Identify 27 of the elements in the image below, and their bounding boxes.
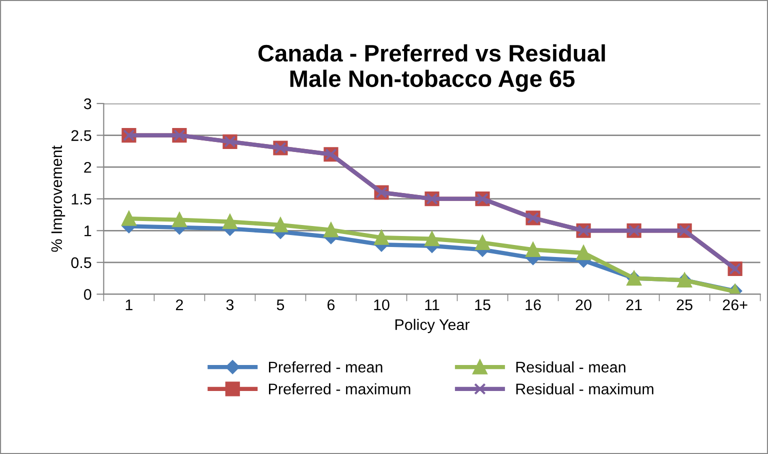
x-tick-label: 26+: [722, 299, 748, 310]
legend-label: Residual - mean: [516, 361, 626, 373]
y-tick-label: 0: [84, 289, 92, 300]
x-tick-label: 10: [374, 299, 390, 310]
x-tick-label: 11: [425, 300, 440, 310]
x-tick-label: 1: [126, 300, 132, 310]
x-tick-label: 2: [176, 299, 183, 310]
x-tick-label: 21: [626, 299, 642, 310]
legend-label: Preferred - maximum: [268, 383, 410, 394]
y-tick-label: 1: [84, 226, 92, 236]
legend-label: Residual - maximum: [516, 383, 654, 394]
x-tick-label: 16: [526, 299, 541, 310]
y-tick-label: 1.5: [72, 194, 92, 205]
y-tick-label: 2.5: [71, 130, 92, 141]
x-tick-label: 25: [676, 299, 692, 310]
x-tick-label: 20: [576, 299, 592, 310]
x-tick-label: 15: [475, 300, 490, 310]
x-axis-title: Policy Year: [395, 318, 470, 334]
y-tick-label: 3: [84, 98, 92, 110]
legend-label: Preferred - mean: [268, 361, 382, 373]
x-tick-label: 3: [226, 299, 234, 310]
chart-title: Canada - Preferred vs Residual Male Non-tobacco Age 65: [258, 44, 605, 92]
y-axis-title: % Improvement: [51, 145, 66, 252]
y-tick-label: 2: [84, 162, 92, 173]
y-tick-label: 0.5: [71, 257, 92, 268]
x-tick-label: 5: [276, 300, 284, 310]
x-tick-label: 6: [328, 299, 335, 310]
